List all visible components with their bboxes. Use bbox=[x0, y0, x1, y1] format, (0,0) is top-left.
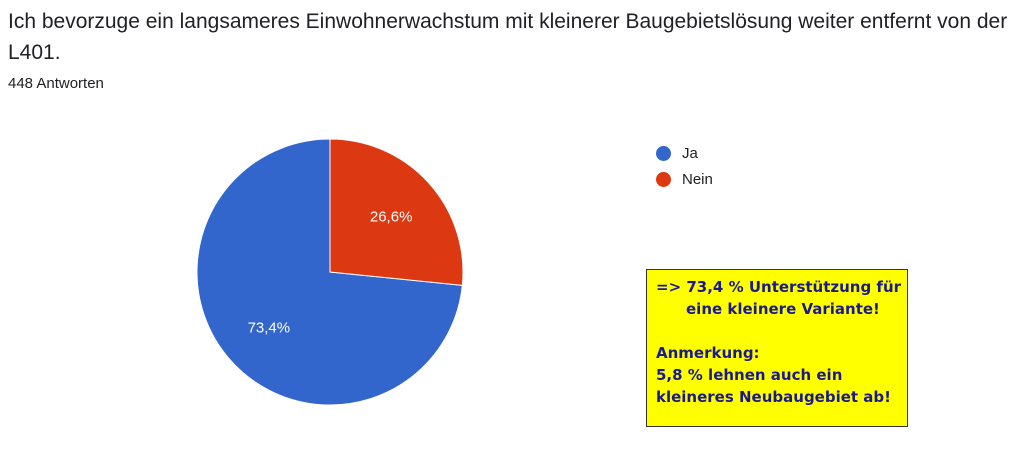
annotation-line-4: 5,8 % lehnen auch ein bbox=[656, 366, 843, 384]
chart-legend: Ja Nein bbox=[656, 140, 713, 192]
legend-item-nein[interactable]: Nein bbox=[656, 166, 713, 192]
pie-label-ja: 73,4% bbox=[248, 319, 291, 336]
annotation-line-2: eine kleinere Variante! bbox=[686, 300, 880, 318]
pie-slice-nein[interactable] bbox=[329, 138, 464, 286]
annotation-box: => 73,4 % Unterstützung für eine kleiner… bbox=[646, 269, 908, 427]
legend-swatch-nein bbox=[656, 171, 671, 187]
response-count: 448 Antworten bbox=[8, 75, 104, 92]
annotation-line-3: Anmerkung: bbox=[656, 344, 760, 362]
legend-label-nein: Nein bbox=[682, 170, 713, 188]
legend-swatch-ja bbox=[656, 145, 671, 161]
pie-label-nein: 26,6% bbox=[370, 209, 413, 226]
annotation-spacer bbox=[656, 320, 898, 342]
question-title: Ich bevorzuge ein langsameres Einwohnerw… bbox=[8, 10, 1008, 64]
pie-chart: 73,4% 26,6% bbox=[196, 138, 464, 406]
annotation-line-1: => 73,4 % Unterstützung für bbox=[656, 278, 902, 296]
legend-label-ja: Ja bbox=[682, 144, 698, 162]
annotation-line-5: kleineres Neubaugebiet ab! bbox=[656, 388, 892, 406]
legend-item-ja[interactable]: Ja bbox=[656, 140, 713, 166]
